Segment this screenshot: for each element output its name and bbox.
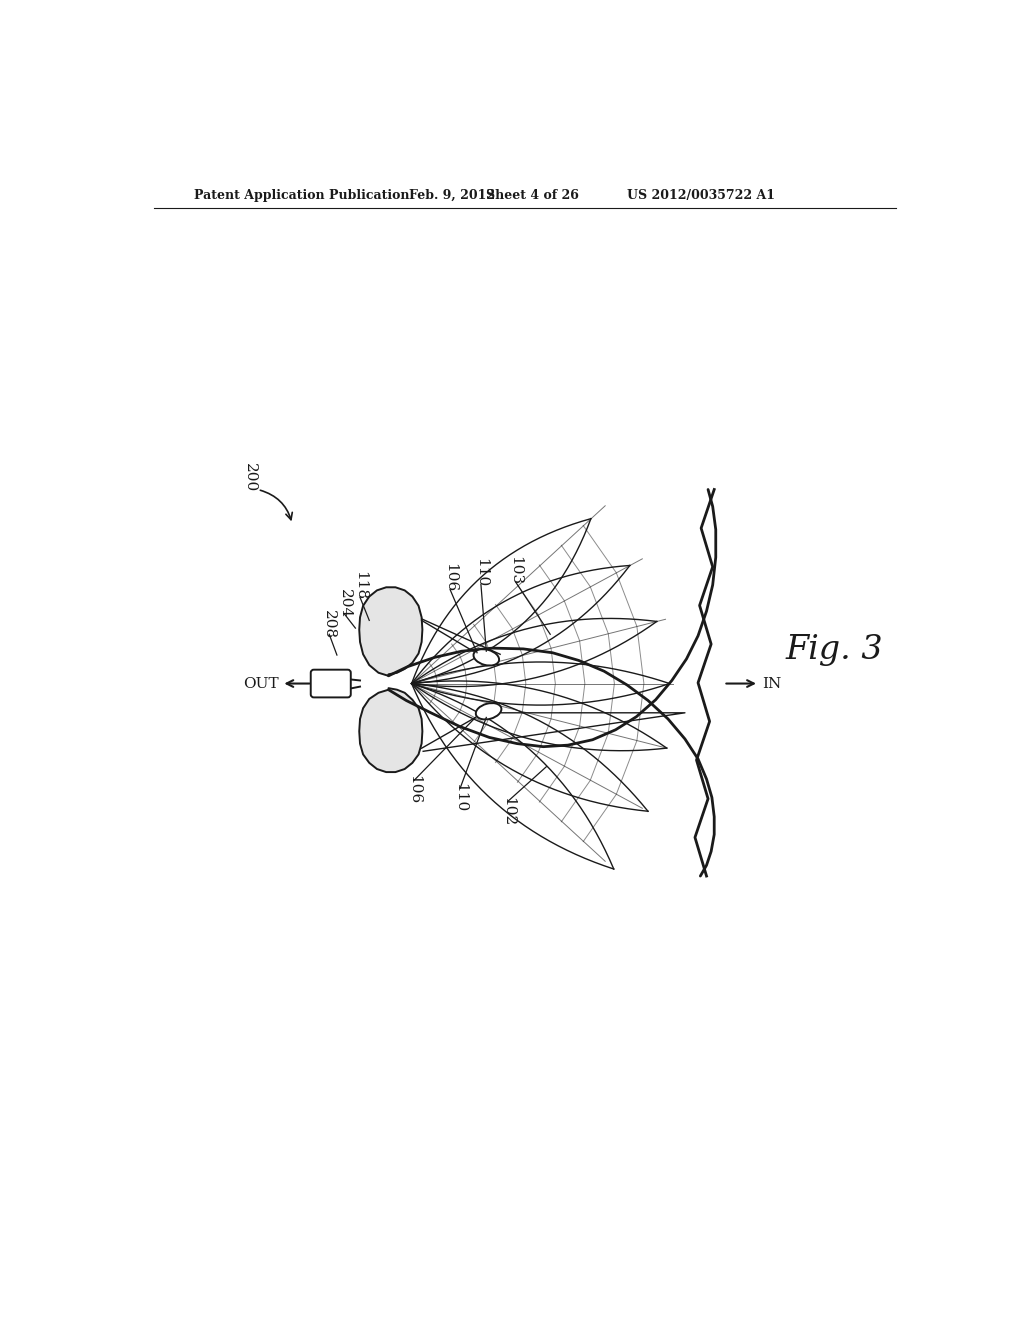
Text: 200: 200 — [243, 463, 257, 492]
Text: 106: 106 — [407, 775, 421, 804]
FancyBboxPatch shape — [310, 669, 351, 697]
Text: OUT: OUT — [243, 677, 279, 690]
Text: US 2012/0035722 A1: US 2012/0035722 A1 — [628, 189, 775, 202]
Text: Patent Application Publication: Patent Application Publication — [194, 189, 410, 202]
Polygon shape — [359, 587, 422, 676]
Text: 208: 208 — [323, 610, 336, 639]
Text: 110: 110 — [474, 558, 487, 587]
Text: Feb. 9, 2012: Feb. 9, 2012 — [410, 189, 496, 202]
Ellipse shape — [476, 704, 502, 719]
Text: 103: 103 — [509, 556, 522, 585]
Text: Sheet 4 of 26: Sheet 4 of 26 — [486, 189, 580, 202]
Ellipse shape — [473, 649, 499, 665]
Text: Fig. 3: Fig. 3 — [785, 634, 883, 665]
Text: 118: 118 — [353, 572, 367, 601]
Polygon shape — [359, 688, 422, 772]
Text: 110: 110 — [453, 783, 467, 812]
Text: 102: 102 — [501, 797, 515, 826]
Text: 106: 106 — [443, 564, 457, 593]
Text: 204: 204 — [338, 589, 351, 618]
Text: IN: IN — [762, 677, 781, 690]
